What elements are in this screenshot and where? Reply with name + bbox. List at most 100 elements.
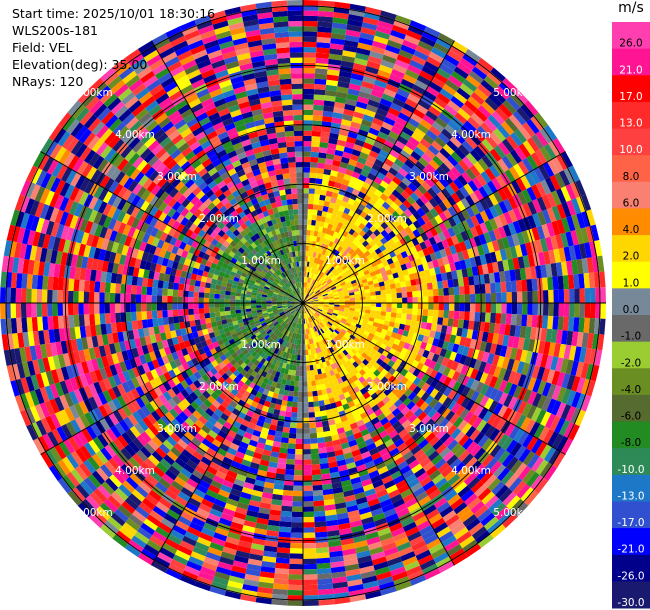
velocity-cell <box>462 276 470 287</box>
velocity-cell <box>484 220 494 232</box>
velocity-cell <box>297 396 303 403</box>
velocity-cell <box>410 404 420 414</box>
velocity-cell <box>456 87 471 100</box>
velocity-cell <box>452 278 459 288</box>
velocity-cell <box>570 181 581 199</box>
velocity-cell <box>307 256 311 262</box>
velocity-cell <box>420 392 430 402</box>
velocity-cell <box>274 567 290 575</box>
velocity-cell <box>407 93 421 104</box>
velocity-cell <box>442 83 457 96</box>
velocity-cell <box>429 344 438 354</box>
velocity-cell <box>327 291 333 295</box>
velocity-cell <box>372 213 380 222</box>
velocity-cell <box>354 219 362 227</box>
velocity-cell <box>288 569 303 575</box>
velocity-cell <box>396 54 412 65</box>
velocity-cell <box>364 214 373 222</box>
velocity-cell <box>489 218 499 230</box>
velocity-cell <box>372 265 380 272</box>
velocity-cell <box>317 264 322 271</box>
velocity-cell <box>506 235 515 248</box>
velocity-cell <box>477 83 492 98</box>
velocity-cell <box>324 256 330 263</box>
velocity-cell <box>376 303 382 308</box>
velocity-cell <box>459 354 467 365</box>
velocity-cell <box>354 57 368 66</box>
velocity-cell <box>310 262 314 268</box>
velocity-cell <box>508 383 518 397</box>
velocity-cell <box>310 375 316 381</box>
velocity-cell <box>450 95 465 109</box>
velocity-cell <box>438 394 448 405</box>
velocity-cell <box>494 250 503 262</box>
velocity-cell <box>379 266 386 274</box>
velocity-cell <box>303 0 319 6</box>
velocity-cell <box>435 324 443 333</box>
velocity-cell <box>357 215 365 223</box>
velocity-cell <box>404 69 420 80</box>
velocity-cell <box>407 303 413 309</box>
velocity-cell <box>427 245 435 255</box>
velocity-cell <box>345 281 352 287</box>
velocity-cell <box>590 364 600 382</box>
velocity-cell <box>432 338 440 347</box>
velocity-cell <box>358 174 368 182</box>
velocity-cell <box>479 372 489 384</box>
velocity-cell <box>503 211 513 225</box>
velocity-cell <box>366 263 373 270</box>
velocity-cell <box>303 485 313 492</box>
velocity-cell <box>356 280 363 286</box>
velocity-cell <box>551 370 561 386</box>
velocity-cell <box>328 218 335 225</box>
velocity-cell <box>355 240 363 248</box>
velocity-cell <box>294 459 303 465</box>
velocity-cell <box>315 311 321 316</box>
velocity-cell <box>442 317 449 326</box>
velocity-cell <box>385 269 393 276</box>
velocity-cell <box>306 365 311 371</box>
velocity-cell <box>516 231 526 245</box>
velocity-cell <box>374 30 391 40</box>
velocity-cell <box>438 33 455 46</box>
velocity-cell <box>309 177 317 184</box>
velocity-cell <box>540 264 548 278</box>
velocity-cell <box>493 128 506 142</box>
velocity-cell <box>355 101 368 110</box>
velocity-cell <box>382 260 389 267</box>
velocity-cell <box>361 278 368 284</box>
velocity-cell <box>545 413 556 429</box>
velocity-cell <box>509 269 517 282</box>
velocity-cell <box>382 324 389 331</box>
velocity-cell <box>399 149 411 160</box>
velocity-cell <box>380 59 395 69</box>
velocity-cell <box>320 272 325 278</box>
velocity-cell <box>394 317 402 324</box>
velocity-cell <box>336 239 343 247</box>
velocity-cell <box>413 188 424 199</box>
velocity-cell <box>374 79 388 89</box>
velocity-cell <box>366 345 374 353</box>
velocity-cell <box>342 237 350 244</box>
velocity-cell <box>304 292 307 299</box>
velocity-cell <box>443 386 453 397</box>
velocity-cell <box>396 215 405 225</box>
velocity-cell <box>383 357 391 365</box>
velocity-cell <box>303 78 315 84</box>
velocity-cell <box>580 227 590 244</box>
velocity-cell <box>394 282 402 289</box>
velocity-cell <box>454 261 462 271</box>
velocity-cell <box>395 390 404 400</box>
velocity-cell <box>362 342 369 350</box>
velocity-cell <box>287 589 303 596</box>
velocity-cell <box>407 155 419 165</box>
velocity-cell <box>322 110 334 118</box>
velocity-cell <box>339 217 346 224</box>
velocity-cell <box>538 426 550 442</box>
velocity-cell <box>343 45 358 53</box>
velocity-cell <box>462 53 479 67</box>
velocity-cell <box>390 312 397 318</box>
velocity-cell <box>588 272 596 288</box>
velocity-cell <box>453 286 460 296</box>
velocity-cell <box>313 305 319 308</box>
